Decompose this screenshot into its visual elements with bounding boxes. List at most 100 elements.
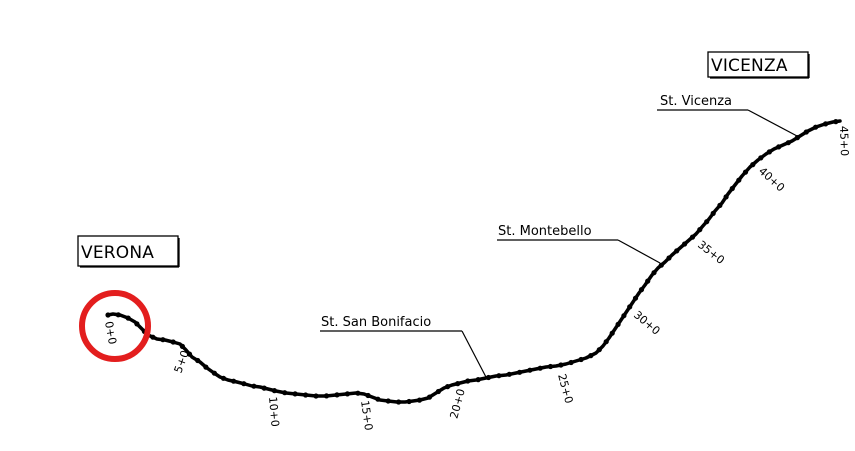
route-station-mark xyxy=(150,334,156,340)
route-station-mark xyxy=(426,394,433,400)
station-leader-line-san-bonifacio xyxy=(461,330,488,380)
route-station-mark xyxy=(638,287,645,293)
city-box-vicenza-frame xyxy=(707,51,809,78)
route-station-mark xyxy=(271,388,277,394)
route-station-mark xyxy=(282,390,288,396)
route-station-mark xyxy=(632,295,639,301)
route-station-mark xyxy=(588,353,594,359)
route-station-mark xyxy=(125,315,131,321)
station-leader-line-vicenza xyxy=(747,109,798,137)
route-station-mark xyxy=(578,356,584,363)
route-station-mark xyxy=(609,330,615,336)
route-station-mark xyxy=(785,140,791,146)
route-station-mark xyxy=(742,169,749,175)
chainage-label: 5+0 xyxy=(172,349,192,375)
route-station-mark xyxy=(365,392,371,399)
chainage-label: 10+0 xyxy=(266,396,282,427)
station-leader-montebello: St. Montebello xyxy=(497,224,661,264)
route-station-mark xyxy=(179,343,185,349)
station-label-montebello: St. Montebello xyxy=(498,224,592,239)
route-station-mark xyxy=(803,129,809,135)
route-station-mark xyxy=(344,391,350,397)
route-station-mark xyxy=(134,321,140,327)
route-station-mark xyxy=(416,397,423,403)
route-station-marks xyxy=(105,119,839,405)
route-station-mark xyxy=(334,392,340,398)
route-station-mark xyxy=(313,393,319,399)
route-station-mark xyxy=(506,371,512,377)
chainage-label: 30+0 xyxy=(631,308,663,337)
chainage-label: 15+0 xyxy=(358,400,375,432)
route-station-mark xyxy=(445,384,451,390)
route-station-mark xyxy=(375,396,381,402)
route-station-mark xyxy=(241,381,247,387)
route-station-mark xyxy=(682,241,688,247)
station-leader-vicenza: St. Vicenza xyxy=(657,94,798,137)
route-station-mark xyxy=(220,375,227,381)
route-station-mark xyxy=(627,304,633,310)
route-station-mark xyxy=(645,278,651,284)
route-station-mark xyxy=(231,378,237,384)
route-station-mark xyxy=(603,339,609,345)
route-station-mark xyxy=(776,144,782,150)
route-station-mark xyxy=(658,262,664,268)
route-station-mark xyxy=(455,381,461,387)
route-station-mark xyxy=(689,234,696,240)
route-station-mark xyxy=(766,149,773,155)
route-station-mark xyxy=(303,392,309,398)
route-station-mark xyxy=(517,369,523,375)
city-box-verona-frame xyxy=(77,235,179,267)
chainage-label: 0+0 xyxy=(102,320,119,345)
station-label-vicenza: St. Vicenza xyxy=(660,94,732,109)
route-station-mark xyxy=(537,365,543,371)
route-line xyxy=(106,119,842,404)
route-station-mark xyxy=(750,162,756,168)
route-station-mark xyxy=(736,177,742,183)
route-station-mark xyxy=(160,337,166,343)
route-station-mark xyxy=(406,398,412,405)
station-label-san-bonifacio: St. San Bonifacio xyxy=(321,315,431,330)
route-station-mark xyxy=(385,398,391,404)
route-station-mark xyxy=(697,227,703,233)
chainage-label: 20+0 xyxy=(448,387,468,420)
chainage-label: 45+0 xyxy=(837,126,851,157)
route-station-mark xyxy=(115,312,121,318)
route-station-mark xyxy=(666,255,672,261)
start-highlight-circle xyxy=(79,290,151,362)
route-station-mark xyxy=(355,390,361,396)
route-station-mark xyxy=(170,339,176,345)
route-station-mark xyxy=(674,248,680,254)
route-station-mark xyxy=(621,313,627,319)
city-box-verona: VERONA xyxy=(77,235,180,268)
route-station-mark xyxy=(475,377,481,383)
city-label-vicenza: VICENZA xyxy=(711,56,788,76)
chainage-label: 35+0 xyxy=(695,238,727,267)
route-station-mark xyxy=(465,378,471,384)
city-label-verona: VERONA xyxy=(81,243,154,263)
route-station-mark xyxy=(813,124,819,130)
route-station-mark xyxy=(558,362,564,368)
route-station-mark xyxy=(323,393,330,399)
route-station-mark xyxy=(527,367,533,373)
station-leader-san-bonifacio: St. San Bonifacio xyxy=(320,315,488,380)
route-station-mark xyxy=(704,219,710,225)
chainage-label: 40+0 xyxy=(756,165,787,195)
route-station-mark xyxy=(615,321,621,327)
route-station-mark xyxy=(723,194,729,200)
station-leader-line-montebello xyxy=(617,239,661,264)
route-station-mark xyxy=(211,370,217,376)
route-station-mark xyxy=(833,119,839,125)
route-station-mark xyxy=(758,155,764,161)
route-station-mark xyxy=(710,210,716,216)
route-station-mark xyxy=(717,202,723,208)
route-station-mark xyxy=(396,399,402,405)
route-station-mark xyxy=(435,388,441,395)
route-station-mark xyxy=(292,391,298,397)
route-station-mark xyxy=(203,364,209,370)
route-station-mark xyxy=(823,121,829,127)
chainage-label: 25+0 xyxy=(555,372,575,405)
route-station-mark xyxy=(251,383,257,389)
route-station-mark xyxy=(186,351,193,357)
